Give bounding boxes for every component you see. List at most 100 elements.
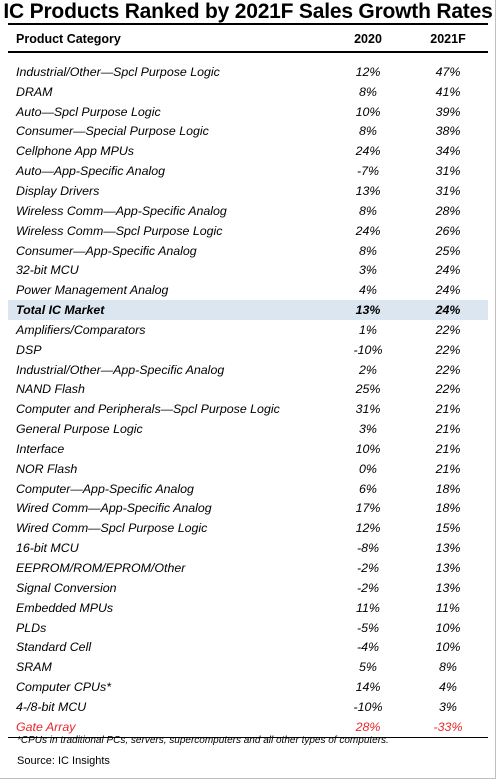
growth-2020-cell: 3%: [359, 422, 377, 437]
growth-2020-cell: 12%: [355, 64, 381, 79]
growth-2020-cell: 10%: [355, 441, 381, 456]
table-row: Embedded MPUs 11% 11%: [8, 598, 488, 618]
table-row: Standard Cell -4% 10%: [8, 637, 488, 657]
table-row: Auto—Spcl Purpose Logic 10% 39%: [8, 102, 488, 122]
table-body: Industrial/Other—Spcl Purpose Logic 12% 47…: [8, 52, 488, 738]
category-cell: DRAM: [16, 84, 53, 99]
growth-2020-cell: 11%: [356, 600, 380, 615]
source-credit: Source: IC Insights: [17, 755, 110, 767]
category-cell: Industrial/Other—Spcl Purpose Logic: [16, 64, 220, 79]
growth-2020-cell: 12%: [355, 521, 381, 536]
growth-2020-cell: 1%: [359, 322, 377, 337]
category-cell: Gate Array: [16, 719, 76, 734]
growth-2021f-cell: 21%: [435, 402, 461, 417]
growth-2021f-cell: 11%: [436, 600, 460, 615]
category-cell: Auto—Spcl Purpose Logic: [16, 104, 161, 119]
category-cell: Interface: [16, 441, 65, 456]
category-cell: Display Drivers: [16, 183, 100, 198]
table-row: Consumer—Special Purpose Logic 8% 38%: [8, 122, 488, 142]
growth-2021f-cell: 38%: [435, 124, 461, 139]
growth-2020-cell: 3%: [359, 263, 377, 278]
table-row: Signal Conversion -2% 13%: [8, 578, 488, 598]
growth-2021f-cell: 10%: [435, 620, 461, 635]
category-cell: Wireless Comm—Spcl Purpose Logic: [16, 223, 223, 238]
header-2021f: 2021F: [430, 32, 466, 46]
category-cell: Wired Comm—Spcl Purpose Logic: [16, 521, 208, 536]
category-cell: 32-bit MCU: [16, 263, 79, 278]
category-cell: Computer and Peripherals—Spcl Purpose Lo…: [16, 402, 280, 417]
growth-2020-cell: 13%: [355, 183, 381, 198]
table-row: Auto—App-Specific Analog -7% 31%: [8, 161, 488, 181]
table-row: SRAM 5% 8%: [8, 657, 488, 677]
category-cell: NOR Flash: [16, 461, 78, 476]
table-row: 16-bit MCU -8% 13%: [8, 538, 488, 558]
category-cell: Total IC Market: [8, 300, 328, 320]
table-row: NOR Flash 0% 21%: [8, 459, 488, 479]
category-cell: Industrial/Other—App-Specific Analog: [16, 362, 225, 377]
category-cell: SRAM: [16, 660, 52, 675]
growth-2021f-cell: 21%: [435, 422, 461, 437]
header-2020: 2020: [354, 32, 382, 46]
growth-2021f-cell: 10%: [435, 640, 461, 655]
growth-2021f-cell: 24%: [408, 300, 488, 320]
growth-2021f-cell: 24%: [435, 283, 461, 298]
table-row: Consumer—App-Specific Analog 8% 25%: [8, 241, 488, 261]
category-cell: Computer—App-Specific Analog: [16, 481, 194, 496]
growth-2021f-cell: 22%: [435, 362, 461, 377]
footnote: *CPUs in traditional PCs, servers, super…: [17, 735, 389, 746]
table-row: Interface 10% 21%: [8, 439, 488, 459]
category-cell: Amplifiers/Comparators: [16, 322, 146, 337]
header-category: Product Category: [16, 32, 121, 46]
growth-2020-cell: 4%: [359, 283, 377, 298]
table-row: Industrial/Other—Spcl Purpose Logic 12% 47…: [8, 62, 488, 82]
growth-2020-cell: 8%: [359, 84, 377, 99]
category-cell: Embedded MPUs: [16, 600, 114, 615]
growth-2020-cell: 31%: [355, 402, 381, 417]
growth-2021f-cell: 3%: [439, 699, 457, 714]
category-cell: General Purpose Logic: [16, 422, 143, 437]
growth-2020-cell: -5%: [356, 620, 380, 635]
table-row: Industrial/Other—App-Specific Analog 2% 22…: [8, 360, 488, 380]
category-cell: Wireless Comm—App-Specific Analog: [16, 203, 227, 218]
table-row: Display Drivers 13% 31%: [8, 181, 488, 201]
growth-2020-cell: 8%: [359, 243, 377, 258]
category-cell: NAND Flash: [16, 382, 85, 397]
growth-2020-cell: 10%: [355, 104, 381, 119]
table-row: Power Management Analog 4% 24%: [8, 280, 488, 300]
growth-2021f-cell: 34%: [435, 144, 461, 159]
growth-2020-cell: 8%: [359, 203, 377, 218]
category-cell: Computer CPUs*: [16, 680, 112, 695]
table-row: 4-/8-bit MCU -10% 3%: [8, 697, 488, 717]
growth-table: Product Category 2020 2021F Industrial/O…: [8, 27, 488, 738]
table-row: DRAM 8% 41%: [8, 82, 488, 102]
growth-2020-cell: 17%: [355, 501, 381, 516]
table-row: Total IC Market 13% 24%: [8, 300, 488, 320]
growth-2020-cell: -7%: [356, 164, 380, 179]
growth-2020-cell: -2%: [356, 561, 380, 576]
growth-2021f-cell: 22%: [435, 382, 461, 397]
category-cell: 16-bit MCU: [16, 541, 79, 556]
table-row: Gate Array 28% -33%: [8, 717, 488, 738]
table-row: Cellphone App MPUs 24% 34%: [8, 141, 488, 161]
growth-2020-cell: -10%: [353, 699, 383, 714]
growth-2021f-cell: 31%: [435, 164, 461, 179]
table-row: Wired Comm—Spcl Purpose Logic 12% 15%: [8, 518, 488, 538]
table-row: Wired Comm—App-Specific Analog 17% 18%: [8, 499, 488, 519]
table-row: EEPROM/ROM/EPROM/Other -2% 13%: [8, 558, 488, 578]
growth-2021f-cell: 24%: [435, 263, 461, 278]
category-cell: 4-/8-bit MCU: [16, 699, 87, 714]
table-row: PLDs -5% 10%: [8, 618, 488, 638]
growth-2020-cell: 2%: [359, 362, 377, 377]
category-cell: Cellphone App MPUs: [16, 144, 135, 159]
growth-2021f-cell: 18%: [435, 481, 461, 496]
growth-2021f-cell: 13%: [435, 561, 461, 576]
growth-2021f-cell: 47%: [435, 64, 461, 79]
growth-2021f-cell: 13%: [435, 541, 461, 556]
growth-2020-cell: 8%: [359, 124, 377, 139]
growth-2020-cell: -10%: [353, 342, 383, 357]
growth-2021f-cell: 22%: [435, 342, 461, 357]
growth-2021f-cell: -33%: [433, 719, 463, 734]
growth-2021f-cell: 18%: [435, 501, 461, 516]
category-cell: Auto—App-Specific Analog: [16, 164, 166, 179]
